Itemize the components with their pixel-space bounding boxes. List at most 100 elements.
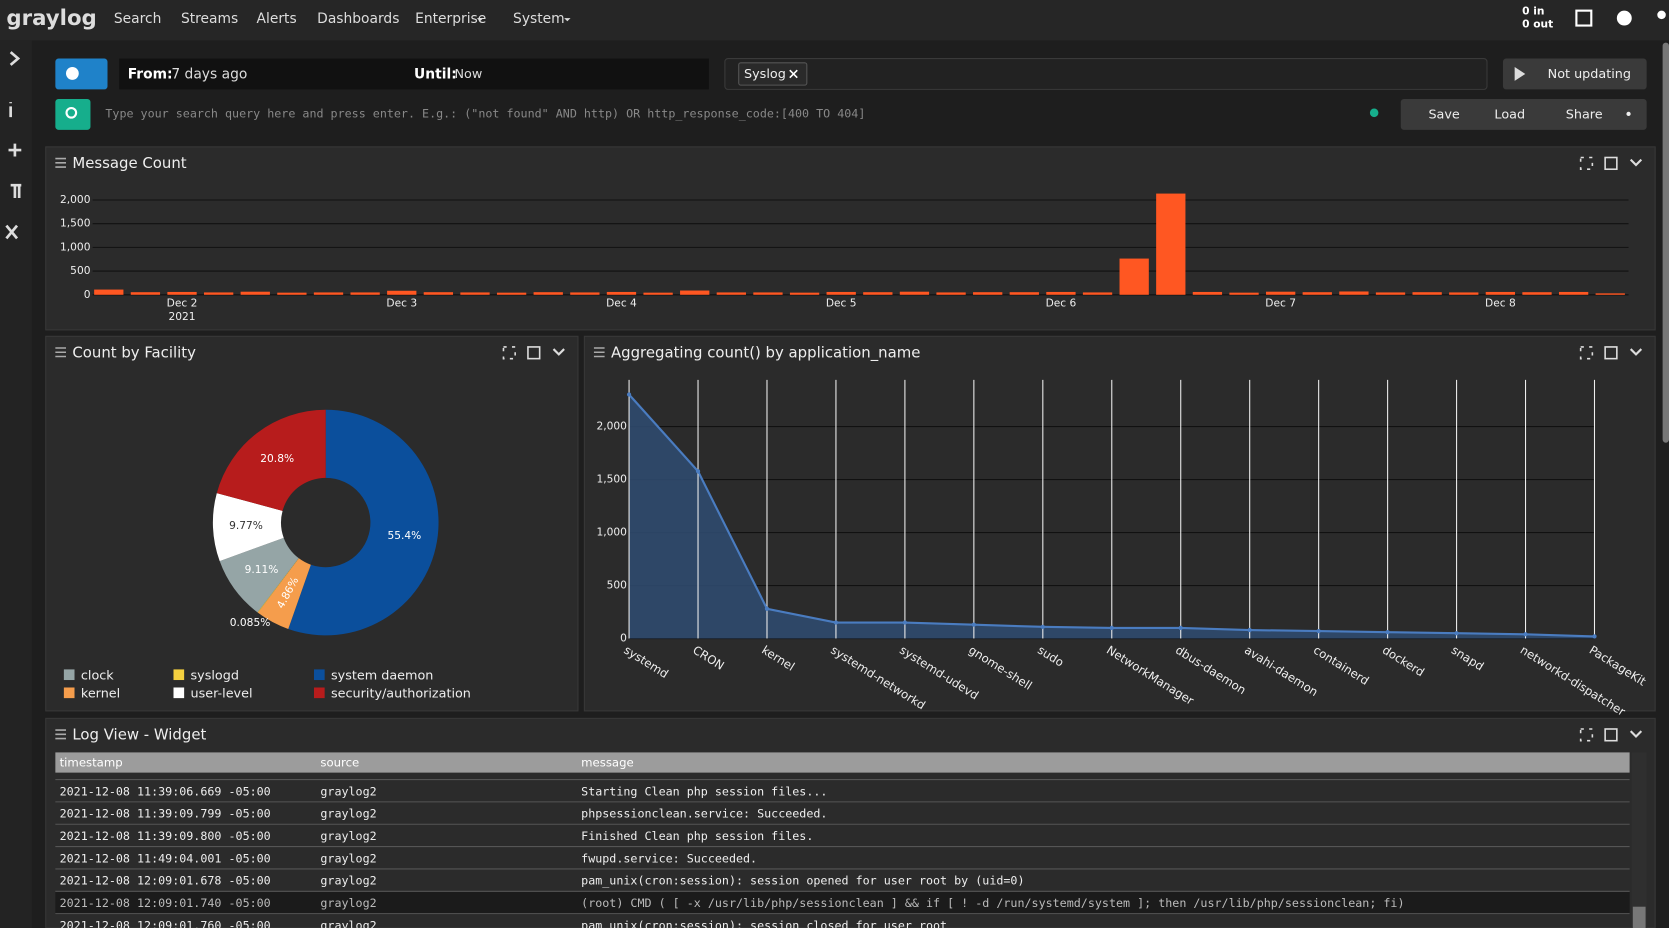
column-header[interactable]: timestamp bbox=[60, 756, 123, 770]
widget-menu[interactable] bbox=[1629, 348, 1643, 356]
table-cell[interactable]: 2021-12-08 12:09:01.678 -05:00 bbox=[60, 874, 271, 888]
table-cell[interactable]: graylog2 bbox=[320, 918, 376, 928]
widget-edit[interactable] bbox=[1604, 728, 1618, 742]
action-button[interactable]: Load bbox=[1494, 107, 1525, 122]
widget-expand[interactable] bbox=[1579, 728, 1594, 742]
data-point bbox=[1454, 631, 1459, 636]
stream-chip[interactable] bbox=[738, 62, 808, 86]
nav-item[interactable]: System bbox=[513, 11, 565, 27]
bar bbox=[606, 291, 637, 295]
more-button[interactable] bbox=[1626, 111, 1631, 116]
chip-remove[interactable] bbox=[789, 69, 798, 79]
help-icon[interactable] bbox=[1616, 10, 1632, 26]
page-scrollbar[interactable] bbox=[1662, 42, 1669, 443]
hint-icon[interactable] bbox=[1369, 108, 1379, 118]
column-header[interactable]: message bbox=[581, 756, 634, 770]
drag-handle[interactable] bbox=[55, 347, 66, 358]
table-cell[interactable]: graylog2 bbox=[320, 874, 376, 888]
action-button[interactable]: Save bbox=[1428, 107, 1459, 122]
user-icon[interactable] bbox=[1657, 10, 1666, 20]
slice-label: 0.085% bbox=[230, 616, 271, 629]
time-range-display[interactable] bbox=[119, 58, 709, 90]
widget-panel bbox=[45, 335, 579, 712]
widget-edit[interactable] bbox=[1604, 156, 1618, 171]
bar bbox=[1229, 292, 1259, 295]
action-button[interactable]: Share bbox=[1566, 107, 1603, 122]
nav-item[interactable]: Search bbox=[114, 11, 162, 27]
column-header[interactable]: source bbox=[320, 756, 359, 770]
bar bbox=[716, 292, 746, 295]
table-cell[interactable]: pam_unix(cron:session): session closed f… bbox=[581, 918, 947, 928]
bar bbox=[94, 289, 124, 295]
bar bbox=[863, 292, 893, 295]
widget-title: Aggregating count() by application_name bbox=[611, 343, 920, 361]
bar bbox=[460, 292, 490, 295]
bar bbox=[1009, 292, 1039, 295]
data-point bbox=[626, 392, 632, 397]
bar bbox=[1156, 193, 1186, 295]
table-cell[interactable]: 2021-12-08 12:09:01.760 -05:00 bbox=[60, 918, 271, 928]
bar bbox=[643, 292, 673, 295]
time-range-button[interactable] bbox=[55, 58, 108, 90]
table-cell[interactable]: 2021-12-08 11:39:09.799 -05:00 bbox=[60, 807, 271, 821]
table-cell[interactable]: phpsessionclean.service: Succeeded. bbox=[581, 807, 827, 821]
table-cell[interactable]: graylog2 bbox=[320, 829, 376, 843]
table-cell[interactable]: pam_unix(cron:session): session opened f… bbox=[581, 874, 1024, 888]
table-cell[interactable]: graylog2 bbox=[320, 851, 376, 865]
widget-panel bbox=[583, 335, 1656, 712]
widget-expand[interactable] bbox=[1579, 346, 1594, 360]
table-cell[interactable]: 2021-12-08 11:49:04.001 -05:00 bbox=[60, 851, 271, 865]
legend-swatch bbox=[314, 687, 325, 699]
table-cell[interactable]: fwupd.service: Succeeded. bbox=[581, 851, 757, 865]
widget-menu[interactable] bbox=[1629, 158, 1643, 167]
edit-icon[interactable] bbox=[1575, 9, 1593, 27]
legend-label[interactable]: user-level bbox=[191, 686, 253, 701]
legend-label[interactable]: system daemon bbox=[331, 668, 433, 683]
stream-select[interactable] bbox=[724, 58, 1488, 90]
nav-item[interactable]: Streams bbox=[181, 11, 238, 27]
bar bbox=[899, 291, 930, 295]
table-cell[interactable]: 2021-12-08 12:09:01.740 -05:00 bbox=[60, 896, 271, 910]
table-cell[interactable]: graylog2 bbox=[320, 807, 376, 821]
table-cell[interactable]: (root) CMD ( [ -x /usr/lib/php/sessioncl… bbox=[581, 896, 1404, 910]
widget-edit[interactable] bbox=[527, 346, 541, 360]
table-cell[interactable]: Finished Clean php session files. bbox=[581, 829, 813, 843]
y-tick-label: 500 bbox=[607, 579, 628, 592]
sidebar-icons[interactable] bbox=[5, 51, 22, 240]
table-cell[interactable]: graylog2 bbox=[320, 784, 376, 798]
bar bbox=[350, 292, 380, 295]
legend-label[interactable]: kernel bbox=[81, 686, 120, 701]
drag-handle[interactable] bbox=[55, 157, 66, 168]
legend-swatch bbox=[63, 669, 75, 681]
table-cell[interactable]: graylog2 bbox=[320, 896, 376, 910]
scrollbar-thumb[interactable] bbox=[1632, 906, 1646, 928]
table-cell[interactable]: Starting Clean php session files... bbox=[581, 784, 827, 798]
slice-label: 9.11% bbox=[245, 563, 279, 576]
search-button[interactable] bbox=[55, 98, 91, 130]
nav-item[interactable]: Dashboards bbox=[317, 11, 399, 27]
logo[interactable]: graylog bbox=[6, 6, 96, 31]
legend-swatch bbox=[173, 687, 185, 699]
nav-item[interactable]: Alerts bbox=[257, 11, 297, 27]
from-label: From: bbox=[128, 66, 173, 82]
widget-expand[interactable] bbox=[1579, 156, 1594, 171]
nav-item[interactable]: Enterprise bbox=[415, 11, 486, 27]
widget-menu[interactable] bbox=[552, 348, 565, 356]
legend-label[interactable]: security/authorization bbox=[331, 686, 471, 701]
drag-handle[interactable] bbox=[593, 347, 605, 358]
legend-label[interactable]: clock bbox=[81, 668, 114, 683]
dropdown-caret bbox=[476, 18, 484, 22]
refresh-button[interactable] bbox=[1502, 58, 1647, 90]
widget-menu[interactable] bbox=[1629, 730, 1643, 738]
drag-handle[interactable] bbox=[55, 729, 66, 740]
widget-expand[interactable] bbox=[502, 346, 516, 360]
pie-slice bbox=[257, 558, 311, 629]
query-input[interactable] bbox=[97, 98, 1392, 130]
widget-edit[interactable] bbox=[1604, 346, 1618, 360]
table-cell[interactable]: 2021-12-08 11:39:06.669 -05:00 bbox=[60, 784, 271, 798]
legend-label[interactable]: syslogd bbox=[191, 668, 239, 683]
bar bbox=[1412, 292, 1442, 295]
table-cell[interactable]: 2021-12-08 11:39:09.800 -05:00 bbox=[60, 829, 271, 843]
bar bbox=[1339, 291, 1369, 295]
